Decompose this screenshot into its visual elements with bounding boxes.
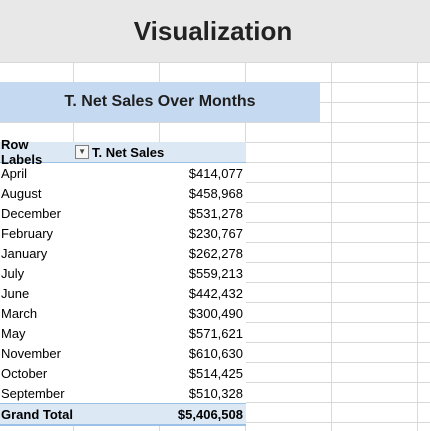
grand-total-value: $5,406,508 [177, 406, 243, 422]
row-value: $610,630 [188, 345, 243, 361]
table-row[interactable]: August $458,968 [0, 183, 246, 203]
table-row[interactable]: May $571,621 [0, 323, 246, 343]
row-value: $514,425 [188, 365, 243, 381]
row-label: July [1, 265, 25, 281]
row-value: $230,767 [188, 225, 243, 241]
pivot-rows: April $414,077 August $458,968 December $531,… [0, 163, 246, 403]
table-row[interactable]: July $559,213 [0, 263, 246, 283]
pivot-title: T. Net Sales Over Months [64, 93, 256, 110]
row-label: April [1, 165, 28, 181]
pivot-header-row: Row Labels ▼ T. Net Sales [0, 137, 246, 167]
row-value: $442,432 [188, 285, 243, 301]
row-label: October [1, 365, 48, 381]
row-label: August [1, 185, 42, 201]
table-row[interactable]: November $610,630 [0, 343, 246, 363]
row-label: March [1, 305, 38, 321]
row-label: September [1, 385, 65, 401]
table-row[interactable]: March $300,490 [0, 303, 246, 323]
table-row[interactable]: December $531,278 [0, 203, 246, 223]
table-row[interactable]: October $514,425 [0, 363, 246, 383]
subtitle-banner: T. Net Sales Over Months [0, 82, 320, 122]
row-labels-header-text: Row Labels [1, 137, 43, 167]
row-label: December [1, 205, 61, 221]
row-value: $559,213 [188, 265, 243, 281]
table-row[interactable]: April $414,077 [0, 163, 246, 183]
table-row[interactable]: January $262,278 [0, 243, 246, 263]
row-value: $531,278 [188, 205, 243, 221]
row-value: $414,077 [188, 165, 243, 181]
grand-total-row[interactable]: Grand Total $5,406,508 [0, 403, 246, 426]
row-value: $458,968 [188, 185, 243, 201]
row-value: $262,278 [188, 245, 243, 261]
row-label: November [1, 345, 61, 361]
row-value: $510,328 [188, 385, 243, 401]
pivot-table: Row Labels ▼ T. Net Sales April $414,077 A… [0, 137, 246, 426]
row-label: May [1, 325, 26, 341]
title-banner: Visualization [0, 0, 430, 62]
value-header[interactable]: T. Net Sales [92, 144, 165, 160]
table-row[interactable]: June $442,432 [0, 283, 246, 303]
row-label: June [1, 285, 30, 301]
row-label: February [1, 225, 54, 241]
page-title: Visualization [133, 15, 293, 46]
grand-total-label: Grand Total [1, 406, 73, 422]
row-value: $300,490 [188, 305, 243, 321]
row-labels-header[interactable]: Row Labels ▼ [0, 137, 89, 167]
row-value: $571,621 [188, 325, 243, 341]
row-label: January [1, 245, 48, 261]
dropdown-arrow-icon[interactable]: ▼ [75, 145, 89, 159]
table-row[interactable]: February $230,767 [0, 223, 246, 243]
table-row[interactable]: September $510,328 [0, 383, 246, 403]
